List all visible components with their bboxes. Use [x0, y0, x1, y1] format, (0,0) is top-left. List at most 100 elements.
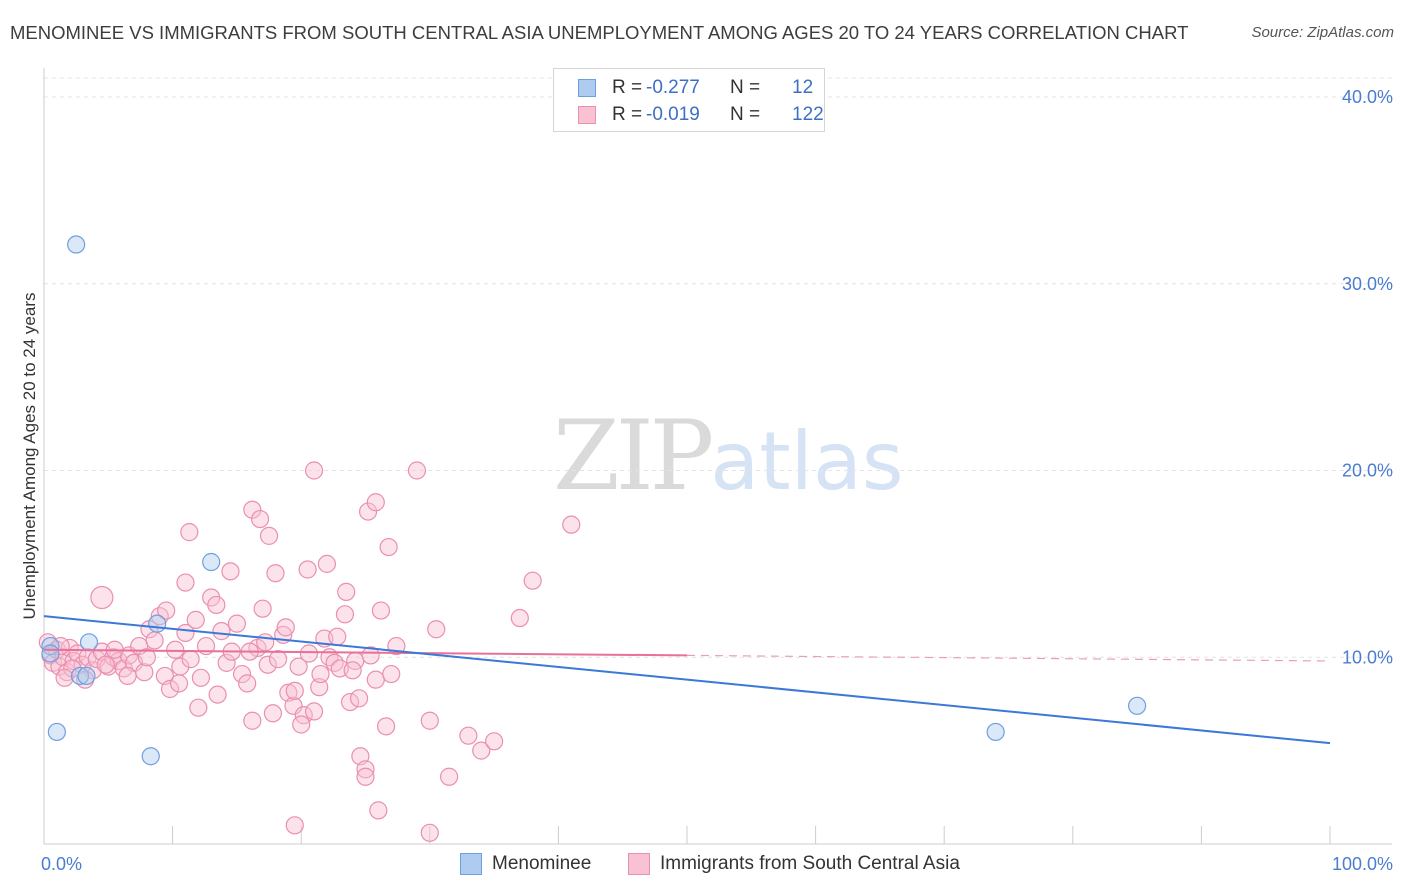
immigrants-point: [379, 537, 398, 557]
immigrants-point: [285, 816, 304, 835]
menominee-trend-line: [43, 615, 1331, 745]
immigrants-point: [427, 620, 446, 639]
immigrants-trend-extension: [686, 654, 1331, 662]
y-tick-label: 40.0%: [1342, 87, 1393, 107]
legend-label: Immigrants from South Central Asia: [660, 853, 960, 874]
immigrants-point: [258, 655, 277, 674]
immigrants-point: [292, 715, 311, 734]
immigrants-point: [325, 653, 344, 672]
immigrants-point: [99, 657, 118, 676]
immigrants-point: [90, 585, 114, 610]
immigrants-point: [356, 760, 375, 779]
immigrants-point: [217, 653, 236, 672]
r-value: -0.277: [646, 77, 700, 98]
watermark-zip: ZIP: [553, 400, 714, 512]
menominee-point: [47, 722, 66, 742]
immigrants-point: [189, 698, 208, 717]
immigrants-point: [232, 664, 252, 684]
y-axis-label: Unemployment Among Ages 20 to 24 years: [20, 292, 39, 620]
immigrants-point: [371, 601, 391, 620]
immigrants-point: [335, 605, 355, 624]
immigrants-point: [376, 717, 396, 736]
immigrants-point: [340, 692, 360, 712]
chart-title: MENOMINEE VS IMMIGRANTS FROM SOUTH CENTR…: [10, 22, 1189, 43]
immigrants-point: [137, 648, 156, 667]
immigrants-point: [284, 696, 303, 715]
immigrants-point: [420, 711, 439, 730]
legend-swatch: [628, 853, 650, 875]
immigrants-point: [256, 633, 275, 652]
legend-swatch-immigrants: [578, 106, 596, 124]
immigrants-point: [298, 560, 317, 579]
immigrants-point: [208, 685, 227, 704]
immigrants-point: [285, 681, 304, 700]
immigrants-point: [382, 664, 401, 684]
immigrants-point: [420, 823, 439, 842]
immigrants-point: [317, 554, 337, 573]
menominee-point: [148, 614, 167, 633]
menominee-point: [77, 666, 96, 686]
immigrants-point: [96, 655, 115, 674]
immigrants-point: [510, 608, 529, 628]
menominee-point: [70, 666, 90, 686]
immigrants-point: [176, 573, 195, 592]
source-credit: Source: ZipAtlas.com: [1251, 24, 1394, 41]
n-value: 12: [792, 77, 814, 98]
immigrants-point: [157, 601, 176, 620]
immigrants-point: [289, 657, 308, 676]
immigrants-point: [221, 562, 240, 581]
immigrants-point: [145, 631, 164, 650]
immigrants-point: [243, 711, 262, 730]
immigrants-point: [459, 726, 478, 745]
immigrants-point: [343, 661, 362, 680]
y-tick-label: 20.0%: [1342, 461, 1393, 481]
menominee-point: [41, 644, 60, 663]
immigrants-point: [366, 670, 385, 689]
immigrants-point: [358, 502, 378, 521]
immigrants-point: [243, 500, 262, 519]
immigrants-point: [311, 664, 330, 684]
immigrants-point: [299, 644, 319, 663]
immigrants-point: [238, 674, 257, 693]
immigrants-point: [227, 614, 246, 633]
watermark-atlas: atlas: [710, 415, 904, 508]
immigrants-point: [180, 523, 199, 542]
immigrants-point: [562, 515, 581, 534]
immigrants-trend-line: [43, 648, 688, 657]
immigrants-point: [118, 666, 137, 686]
immigrants-point: [263, 704, 283, 723]
immigrants-point: [212, 622, 231, 641]
r-label: R =: [612, 77, 643, 98]
immigrants-point: [361, 646, 380, 665]
n-label: N =: [730, 77, 761, 98]
immigrants-point: [349, 689, 369, 708]
immigrants-point: [485, 732, 504, 751]
immigrants-point: [337, 582, 356, 601]
immigrants-point: [191, 668, 210, 687]
immigrants-point: [310, 678, 329, 697]
immigrants-point: [439, 767, 459, 786]
y-tick-label: 10.0%: [1342, 647, 1393, 667]
immigrants-point: [523, 571, 542, 590]
menominee-point: [141, 747, 160, 766]
immigrants-point: [407, 461, 427, 480]
correlation-legend: R = -0.277 N = 12 R = -0.019 N = 122: [553, 68, 825, 132]
immigrants-point: [268, 650, 288, 669]
immigrants-point: [304, 461, 324, 480]
watermark: ZIPatlas: [553, 400, 904, 512]
menominee-point: [986, 722, 1005, 742]
legend-swatch-menominee: [578, 79, 596, 97]
x-tick-label: 0.0%: [41, 854, 82, 874]
x-tick-label: 100.0%: [1332, 854, 1393, 874]
immigrants-point: [356, 767, 375, 786]
menominee-point: [1127, 696, 1147, 715]
immigrants-point: [266, 564, 285, 583]
menominee-point: [67, 235, 86, 254]
immigrants-point: [166, 640, 185, 659]
immigrants-point: [63, 659, 82, 678]
immigrants-point: [369, 801, 388, 820]
immigrants-point: [55, 668, 74, 687]
immigrants-point: [207, 595, 226, 615]
immigrants-point: [253, 599, 272, 618]
